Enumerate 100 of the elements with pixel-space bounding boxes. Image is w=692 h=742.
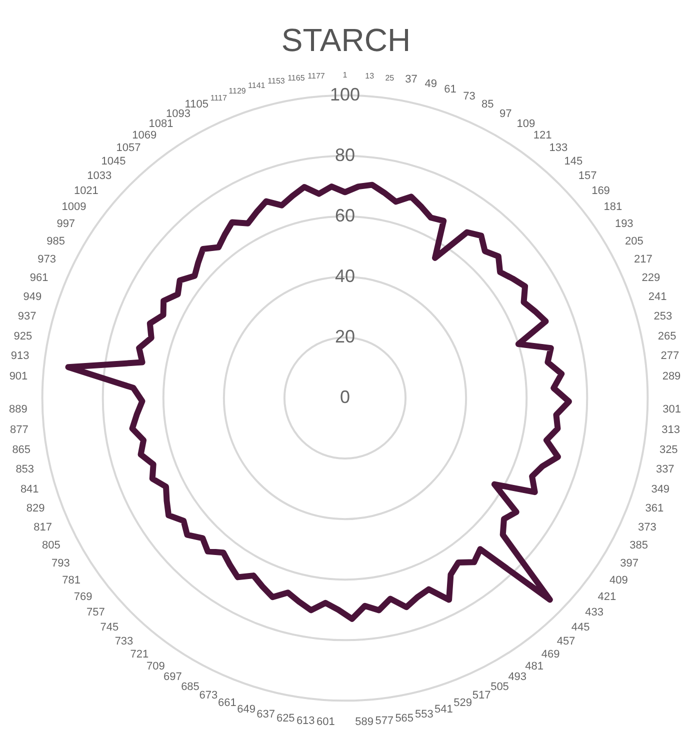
spoke-label: 109	[516, 118, 536, 130]
spoke-label: 61	[444, 84, 456, 96]
spoke-label: 505	[490, 681, 509, 693]
spoke-label: 73	[463, 90, 476, 102]
spoke-label: 589	[355, 716, 374, 728]
spoke-label: 253	[654, 310, 672, 323]
y-tick-label: 20	[334, 326, 356, 346]
spoke-label: 661	[218, 697, 236, 710]
spoke-label: 625	[276, 712, 295, 724]
spoke-label: 421	[598, 591, 616, 604]
spoke-label: 145	[564, 156, 583, 168]
spoke-label: 757	[86, 606, 105, 619]
spoke-label: 49	[424, 78, 438, 90]
spoke-label: 157	[578, 170, 597, 182]
y-tick-label: 40	[334, 266, 356, 286]
spoke-label: 649	[237, 703, 256, 716]
spoke-label: 169	[592, 185, 610, 198]
spoke-label: 517	[472, 690, 491, 702]
spoke-label: 973	[38, 253, 56, 266]
spoke-label: 805	[42, 540, 60, 552]
spoke-label: 1153	[268, 76, 286, 86]
spoke-label: 25	[385, 73, 395, 82]
spoke-label: 13	[365, 71, 375, 80]
spoke-label: 781	[62, 574, 81, 587]
spoke-label: 613	[296, 714, 315, 727]
spoke-label: 313	[662, 424, 680, 436]
spoke-label: 865	[12, 444, 31, 456]
spoke-label: 301	[662, 404, 682, 416]
spoke-label: 217	[634, 253, 652, 266]
spoke-label: 745	[100, 621, 119, 634]
spoke-label: 1057	[116, 142, 141, 154]
spoke-label: 709	[146, 660, 165, 672]
spoke-label: 37	[405, 73, 418, 86]
spoke-label: 373	[638, 521, 656, 534]
y-tick-label: 0	[340, 386, 350, 407]
spoke-label: 1	[342, 70, 348, 80]
spoke-label: 697	[163, 671, 182, 684]
spoke-label: 409	[609, 574, 628, 587]
spoke-label: 721	[130, 648, 149, 660]
spoke-label: 853	[16, 464, 34, 476]
spoke-label: 997	[56, 218, 76, 230]
spoke-label: 877	[10, 424, 28, 436]
spoke-label: 817	[34, 521, 52, 534]
spoke-label: 733	[114, 635, 134, 648]
spoke-label: 901	[9, 370, 28, 382]
spoke-label: 829	[26, 502, 45, 515]
spoke-label: 1009	[62, 201, 86, 214]
spoke-label: 277	[660, 350, 680, 362]
spoke-label: 121	[533, 130, 552, 142]
spoke-label: 1165	[288, 73, 306, 82]
spoke-label: 469	[541, 648, 560, 660]
spoke-label: 889	[8, 404, 28, 416]
spoke-label: 361	[645, 502, 664, 515]
y-tick-label: 100	[330, 84, 360, 104]
spoke-label: 229	[642, 272, 660, 284]
spoke-label: 793	[52, 557, 70, 570]
spoke-label: 1033	[87, 170, 112, 182]
spoke-label: 493	[508, 671, 527, 684]
y-tick-label: 60	[334, 205, 356, 226]
y-tick-label: 80	[334, 144, 356, 165]
spoke-label: 1021	[74, 185, 98, 198]
spoke-label: 1069	[132, 130, 157, 142]
spoke-label: 529	[454, 697, 472, 710]
spoke-label: 841	[20, 483, 39, 496]
spoke-label: 337	[656, 464, 674, 476]
spoke-label: 541	[434, 703, 453, 716]
spoke-label: 925	[14, 330, 32, 342]
spoke-label: 1045	[101, 156, 126, 168]
chart-title: STARCH	[280, 22, 412, 59]
spoke-label: 205	[625, 235, 644, 248]
spoke-label: 565	[395, 712, 414, 724]
spoke-label: 481	[525, 660, 544, 672]
spoke-label: 85	[482, 98, 494, 111]
spoke-label: 1117	[210, 93, 228, 102]
spoke-label: 325	[659, 444, 678, 456]
spoke-label: 601	[316, 716, 335, 728]
spoke-label: 133	[549, 142, 568, 154]
spoke-label: 769	[74, 591, 92, 604]
spoke-label: 349	[651, 483, 670, 496]
spoke-label: 637	[256, 708, 276, 721]
spoke-label: 553	[414, 708, 434, 721]
spoke-label: 1081	[148, 118, 174, 130]
spoke-label: 1177	[308, 71, 326, 80]
spoke-label: 289	[662, 370, 681, 382]
spoke-label: 577	[375, 714, 394, 727]
spoke-label: 457	[556, 635, 576, 648]
spoke-label: 985	[46, 235, 65, 248]
spoke-label: 913	[10, 350, 30, 362]
spoke-label: 949	[23, 291, 42, 304]
spoke-label: 241	[648, 291, 667, 304]
spoke-label: 961	[30, 272, 48, 284]
spoke-label: 685	[181, 681, 200, 693]
spoke-label: 97	[499, 108, 512, 120]
spoke-label: 1141	[248, 80, 266, 90]
spoke-label: 193	[614, 218, 634, 230]
spoke-label: 265	[658, 330, 676, 342]
spoke-label: 181	[604, 201, 622, 214]
spoke-label: 1129	[228, 86, 246, 96]
spoke-label: 937	[18, 310, 36, 323]
spoke-label: 673	[199, 690, 218, 702]
